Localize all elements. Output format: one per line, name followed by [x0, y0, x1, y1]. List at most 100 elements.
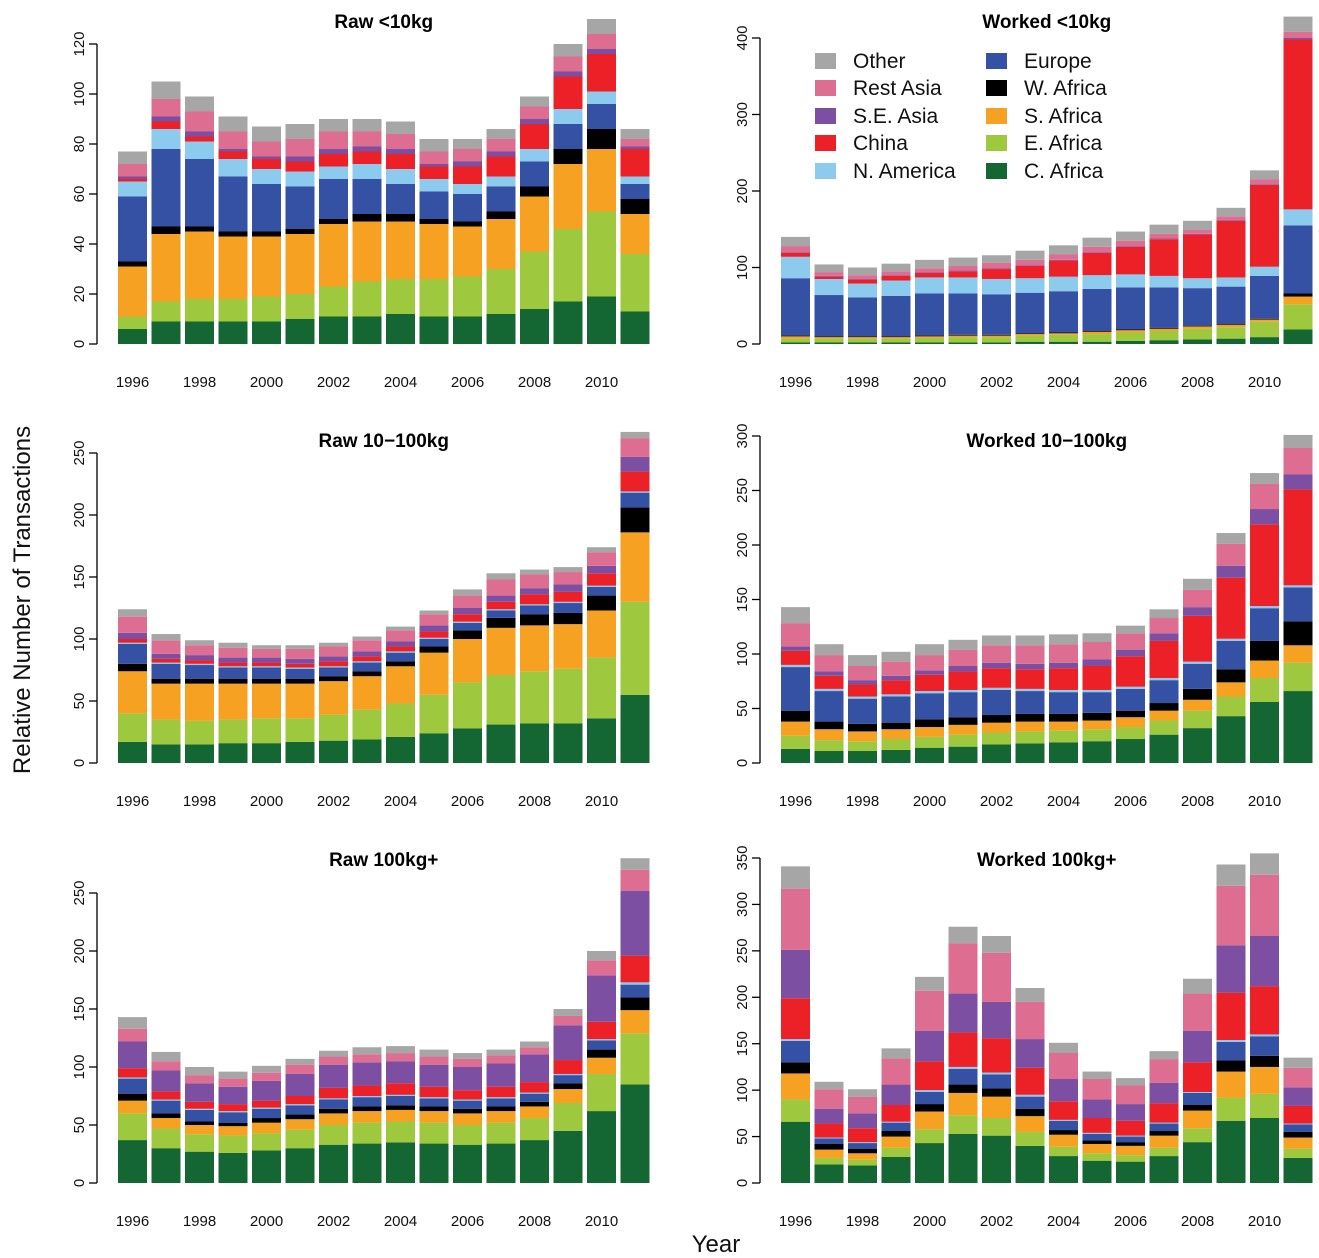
bar-segment-europe-2000	[252, 184, 281, 232]
bar-segment-europe-2011	[1283, 587, 1313, 622]
bar-segment-n-america-1997	[814, 688, 844, 692]
bar-segment-rest-asia-2005	[1082, 246, 1112, 253]
bar-segment-rest-asia-2001	[285, 1064, 315, 1074]
bar-segment-w-africa-2003	[1015, 713, 1045, 722]
bar-segment-europe-2004	[386, 1096, 415, 1106]
bar-segment-s-e-asia-1999	[218, 657, 248, 663]
bar-segment-s-e-asia-1998	[185, 655, 214, 661]
bar-segment-w-africa-2008	[1183, 325, 1212, 327]
bar-segment-s-e-asia-2004	[386, 1061, 415, 1084]
bar-segment-w-africa-2004	[1049, 1130, 1078, 1135]
bar-segment-rest-asia-2007	[486, 579, 516, 596]
bar-segment-other-2001	[948, 257, 978, 266]
bar-segment-europe-2005	[419, 1098, 449, 1107]
bar-segment-c-africa-2002	[982, 744, 1011, 763]
y-tick-label: 50	[71, 693, 88, 710]
bar-segment-rest-asia-2006	[453, 149, 482, 162]
y-tick-label: 200	[71, 502, 88, 527]
bar-segment-s-e-asia-1997	[151, 653, 181, 659]
bar-segment-e-africa-1998	[185, 720, 214, 745]
x-tick-label: 1998	[183, 374, 216, 391]
bar-segment-china-2001	[948, 271, 978, 278]
bar-segment-other-2001	[285, 1058, 315, 1065]
bar-segment-s-africa-1996	[118, 1100, 147, 1114]
bar-segment-c-africa-1999	[218, 321, 248, 344]
bar-segment-s-africa-1998	[848, 1153, 877, 1160]
bar-segment-c-africa-2006	[1116, 1161, 1145, 1183]
bar-segment-e-africa-2010	[1250, 321, 1279, 338]
bar-segment-s-africa-2008	[1183, 326, 1212, 329]
bar-segment-other-2003	[352, 119, 382, 132]
bar-segment-e-africa-1997	[151, 1128, 181, 1149]
bar-segment-e-africa-2002	[982, 732, 1011, 745]
bar-segment-other-2002	[982, 255, 1011, 263]
bar-segment-europe-1998	[848, 297, 877, 337]
bar-segment-rest-asia-2011	[1283, 1067, 1313, 1088]
bar-segment-china-1996	[118, 1068, 147, 1078]
bar-segment-c-africa-2009	[553, 1130, 583, 1183]
bar-segment-e-africa-1998	[848, 338, 877, 343]
bar-segment-rest-asia-2011	[620, 869, 650, 891]
bar-segment-europe-2005	[419, 191, 449, 219]
bar-segment-other-1998	[185, 1067, 214, 1076]
y-tick-label: 100	[734, 1078, 751, 1103]
bar-segment-n-america-1998	[185, 663, 214, 666]
bar-segment-w-africa-1999	[881, 1131, 911, 1137]
bar-segment-europe-2006	[453, 622, 482, 631]
bar-segment-n-america-2006	[1116, 1135, 1145, 1137]
bar-segment-rest-asia-2011	[1283, 31, 1313, 38]
bar-segment-n-america-1997	[151, 1099, 181, 1101]
legend-label: Rest Asia	[853, 77, 942, 100]
bar-segment-e-africa-2000	[252, 1133, 281, 1151]
y-tick-label: 40	[71, 236, 88, 253]
bar-segment-n-america-2002	[319, 666, 348, 668]
bar-segment-e-africa-2007	[486, 674, 516, 725]
bar-segment-e-africa-2000	[915, 736, 944, 748]
bar-segment-e-africa-2003	[1015, 335, 1045, 342]
bar-segment-rest-asia-2005	[419, 614, 449, 626]
bar-segment-s-africa-1996	[118, 671, 147, 714]
bar-segment-w-africa-2004	[386, 661, 415, 667]
bar-segment-s-africa-2006	[1116, 1145, 1145, 1156]
bar-segment-c-africa-2009	[1216, 716, 1246, 763]
bar-segment-europe-1998	[185, 1109, 214, 1122]
bar-segment-c-africa-2010	[587, 1111, 616, 1183]
bar-segment-s-africa-2008	[520, 625, 549, 672]
bar-segment-w-africa-1997	[151, 226, 181, 234]
bar-segment-n-america-2005	[419, 637, 449, 639]
bar-segment-europe-2006	[1116, 688, 1145, 711]
bar-segment-s-africa-1998	[848, 337, 877, 339]
bar-segment-s-e-asia-2011	[1283, 474, 1313, 490]
bar-segment-s-africa-2005	[419, 652, 449, 695]
x-tick-label: 1996	[779, 1213, 812, 1230]
bar-segment-s-africa-2001	[285, 234, 315, 294]
bar-segment-c-africa-2010	[1250, 701, 1279, 763]
bar-segment-w-africa-2004	[1049, 332, 1078, 334]
bar-segment-c-africa-1998	[848, 751, 877, 763]
bar-segment-china-2003	[352, 1085, 382, 1096]
bar-segment-n-america-2008	[520, 1092, 549, 1094]
bar-segment-europe-2003	[1015, 1096, 1045, 1109]
panel-title: Raw 100kg+	[329, 850, 438, 871]
bar-segment-w-africa-2005	[419, 219, 449, 224]
bar-segment-europe-2002	[982, 1074, 1011, 1089]
bar-segment-other-2011	[1283, 1057, 1313, 1068]
bar-segment-w-africa-1996	[781, 335, 810, 337]
bar-segment-china-1999	[218, 662, 248, 667]
bar-segment-c-africa-2004	[386, 736, 415, 763]
bar-segment-rest-asia-2006	[1116, 633, 1145, 650]
bar-segment-n-america-1998	[185, 141, 214, 159]
bar-segment-c-africa-2003	[352, 316, 382, 344]
bar-segment-n-america-2004	[1049, 1119, 1078, 1121]
bar-segment-e-africa-1999	[218, 299, 248, 322]
bar-segment-s-africa-2011	[1283, 645, 1313, 663]
bar-segment-n-america-2008	[1183, 1092, 1212, 1093]
bar-segment-other-2003	[352, 1047, 382, 1055]
panel-raw-10kg: Raw <10kg 0 20 40 60 80 100 120 1996 1998 2000 2002…	[71, 12, 650, 391]
bar-segment-s-africa-2002	[982, 1096, 1011, 1118]
bar-segment-e-africa-2002	[982, 337, 1011, 343]
bar-segment-n-america-2009	[553, 1073, 583, 1076]
bar-segment-s-e-asia-2001	[285, 658, 315, 664]
bar-segment-n-america-2007	[1149, 1122, 1179, 1124]
bar-segment-rest-asia-2005	[1082, 1079, 1112, 1100]
